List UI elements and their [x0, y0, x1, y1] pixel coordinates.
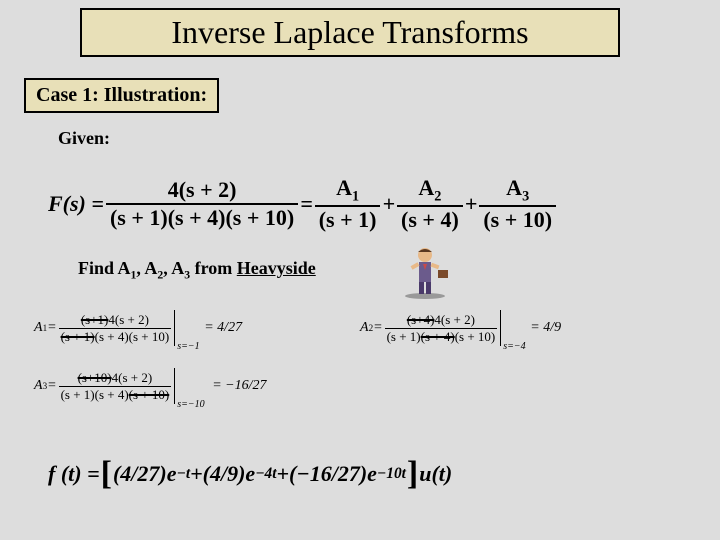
given-label: Given:	[58, 128, 110, 149]
plus-1: +	[382, 191, 395, 217]
ft-label: f (t) =	[48, 461, 100, 487]
main-den: (s + 1)(s + 4)(s + 10)	[106, 203, 298, 231]
bracket-open-icon: [	[101, 460, 112, 487]
a1-num: A1	[332, 175, 363, 205]
find-label: Find A1, A2, A3 from Heavyside	[78, 258, 316, 282]
a2-num: A2	[414, 175, 445, 205]
a3-num: A3	[502, 175, 533, 205]
case-box: Case 1: Illustration:	[24, 78, 219, 113]
a2-den: (s + 4)	[397, 205, 463, 233]
equation-a3: A3 = (s+10)4(s + 2) (s + 1)(s + 4)(s + 1…	[34, 368, 267, 404]
pf-term-1: A1 (s + 1)	[315, 175, 381, 233]
page-title: Inverse Laplace Transforms	[171, 14, 528, 50]
equation-a1: A1 = (s+1)4(s + 2) (s + 1)(s + 4)(s + 10…	[34, 310, 242, 346]
fs-label: F(s) =	[48, 191, 104, 217]
a1-den: (s + 1)	[315, 205, 381, 233]
pf-term-2: A2 (s + 4)	[397, 175, 463, 233]
method-name: Heavyside	[237, 258, 316, 278]
unit-step: u(t)	[419, 461, 452, 487]
pf-term-3: A3 (s + 10)	[479, 175, 556, 233]
equals: =	[300, 191, 313, 217]
equation-a2: A2 = (s+4)4(s + 2) (s + 1)(s + 4)(s + 10…	[360, 310, 561, 346]
main-equation: F(s) = 4(s + 2) (s + 1)(s + 4)(s + 10) =…	[48, 175, 558, 233]
businessman-icon	[395, 240, 455, 300]
title-box: Inverse Laplace Transforms	[80, 8, 620, 57]
result-equation: f (t) = [ (4/27)e−t + (4/9)e−4t + (−16/2…	[48, 460, 452, 487]
plus-2: +	[465, 191, 478, 217]
main-num: 4(s + 2)	[164, 177, 241, 203]
a3-den: (s + 10)	[479, 205, 556, 233]
bracket-close-icon: ]	[407, 460, 418, 487]
case-label: Case 1: Illustration:	[36, 84, 207, 106]
main-fraction: 4(s + 2) (s + 1)(s + 4)(s + 10)	[106, 177, 298, 231]
